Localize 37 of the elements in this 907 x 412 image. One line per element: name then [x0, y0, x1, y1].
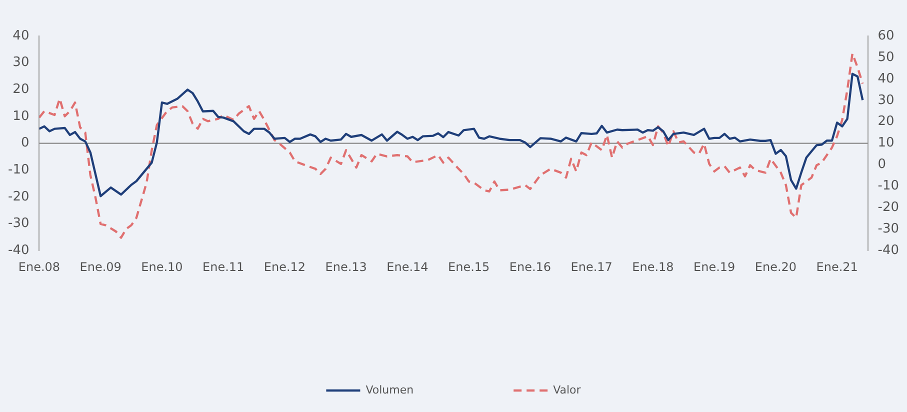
x-tick-label: Ene.16 — [509, 260, 552, 274]
y-tick-label: 10 — [12, 108, 30, 124]
y-tick-label: 0 — [20, 136, 30, 151]
y2-tick-label: 30 — [878, 92, 894, 108]
y-tick-label: -10 — [8, 162, 30, 178]
x-tick-label: Ene.17 — [570, 260, 612, 274]
x-tick-label: Ene.08 — [18, 260, 60, 274]
x-tick-label: Ene.18 — [632, 260, 674, 274]
y2-tick-label: -40 — [878, 242, 899, 258]
x-tick-label: Ene.19 — [694, 260, 736, 274]
y2-tick-label: -30 — [878, 222, 899, 237]
y2-tick-label: 20 — [878, 114, 894, 130]
y-tick-label: -20 — [8, 189, 30, 204]
y2-tick-label: 50 — [878, 50, 894, 65]
y2-tick-label: 10 — [878, 136, 894, 151]
line-series — [39, 52, 864, 239]
y2-tick-label: -20 — [878, 200, 899, 216]
x-tick-label: Ene.15 — [448, 260, 490, 274]
y2-tick-label: 0 — [878, 157, 886, 172]
x-tick-label: Ene.09 — [80, 260, 122, 274]
y2-tick-label: -10 — [878, 178, 899, 194]
legend-label: Volumen — [366, 383, 414, 396]
y2-tick-label: 60 — [878, 28, 894, 44]
x-tick-label: Ene.14 — [386, 260, 428, 274]
y-tick-label: 30 — [12, 55, 30, 70]
x-tick-label: Ene.12 — [264, 260, 306, 274]
x-tick-label: Ene.13 — [325, 260, 367, 274]
y-tick-label: -40 — [8, 242, 30, 258]
legend-label: Valor — [553, 383, 582, 396]
x-tick-label: Ene.21 — [816, 260, 858, 274]
y-tick-label: -30 — [8, 216, 30, 232]
x-tick-label: Ene.11 — [202, 260, 244, 274]
y-tick-label: 40 — [12, 28, 30, 44]
y2-tick-label: 40 — [878, 71, 894, 86]
y-tick-label: 20 — [12, 82, 30, 98]
x-tick-label: Ene.20 — [754, 260, 797, 274]
x-tick-label: Ene.10 — [141, 260, 183, 274]
